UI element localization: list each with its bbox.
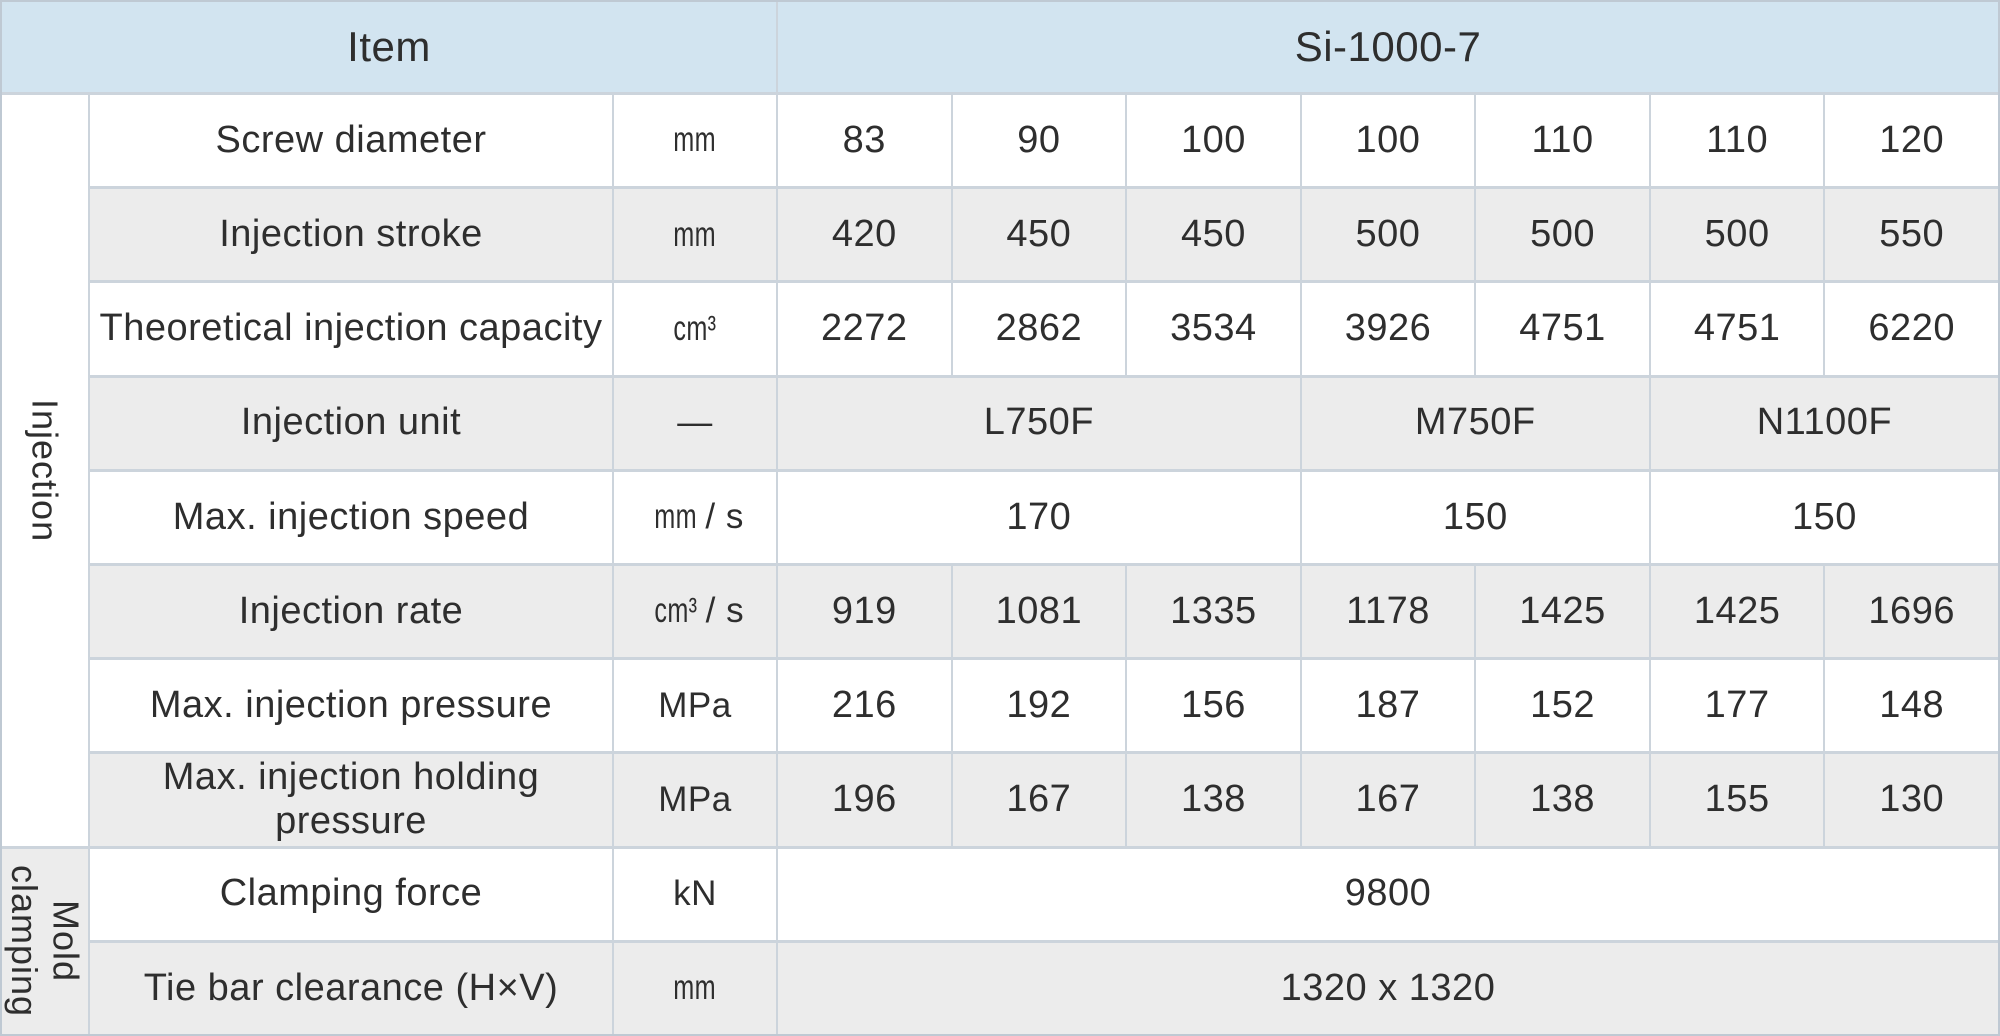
section-label-injection: Injection — [2, 95, 88, 846]
value-cell: 500 — [1476, 189, 1649, 281]
unit-symbol: cm³ — [673, 308, 717, 348]
column-header-item: Item — [2, 2, 776, 92]
value-cell: 170 — [778, 471, 1300, 563]
value-cell: 550 — [1825, 189, 1998, 281]
value-cell: 120 — [1825, 95, 1998, 187]
unit-symbol: mm — [673, 214, 717, 254]
value-cell: M750F — [1301, 377, 1649, 469]
unit-symbol: cm³ — [654, 591, 698, 631]
value-cell: 1425 — [1476, 565, 1649, 658]
row-label-screw-diameter: Screw diameter — [90, 95, 612, 187]
row-label-tie-bar-clearance-h-v: Tie bar clearance (H×V) — [90, 942, 612, 1034]
value-cell: 138 — [1476, 754, 1649, 846]
row-label-injection-unit: Injection unit — [90, 377, 612, 469]
value-cell: 110 — [1650, 95, 1824, 187]
unit-symbol: mm — [673, 968, 717, 1008]
value-cell: 4751 — [1476, 283, 1649, 375]
value-cell: 1320 x 1320 — [778, 942, 1998, 1034]
value-cell: 2862 — [952, 283, 1126, 375]
column-header-model: Si-1000-7 — [778, 2, 1998, 92]
value-cell: 130 — [1825, 754, 1998, 846]
row-label-max-injection-holding-pressure: Max. injection holding pressure — [90, 754, 612, 846]
value-cell: 187 — [1301, 660, 1475, 752]
value-cell: 152 — [1476, 660, 1649, 752]
value-cell: 156 — [1127, 660, 1300, 752]
value-cell: 148 — [1825, 660, 1998, 752]
unit-cell-max-injection-pressure: MPa — [614, 660, 776, 752]
value-cell: L750F — [778, 377, 1300, 469]
value-cell: 2272 — [778, 283, 951, 375]
unit-cell-tie-bar-clearance-h-v: mm — [614, 942, 776, 1034]
row-label-clamping-force: Clamping force — [90, 848, 612, 940]
value-cell: 216 — [778, 660, 951, 752]
value-cell: 150 — [1301, 471, 1649, 563]
value-cell: 1081 — [952, 565, 1126, 658]
unit-cell-clamping-force: kN — [614, 848, 776, 940]
value-cell: 100 — [1127, 95, 1300, 187]
section-label-mold-clamping: Mold clamping — [2, 848, 88, 1034]
row-label-max-injection-pressure: Max. injection pressure — [90, 660, 612, 752]
value-cell: 192 — [952, 660, 1126, 752]
value-cell: 1696 — [1825, 565, 1998, 658]
value-cell: 450 — [952, 189, 1126, 281]
value-cell: 500 — [1650, 189, 1824, 281]
value-cell: 420 — [778, 189, 951, 281]
value-cell: 1335 — [1127, 565, 1300, 658]
value-cell: 150 — [1650, 471, 1998, 563]
row-label-theoretical-injection-capacity: Theoretical injection capacity — [90, 283, 612, 375]
value-cell: 100 — [1301, 95, 1475, 187]
value-cell: 83 — [778, 95, 951, 187]
value-cell: 919 — [778, 565, 951, 658]
value-cell: 90 — [952, 95, 1126, 187]
value-cell: 1178 — [1301, 565, 1475, 658]
row-label-injection-stroke: Injection stroke — [90, 189, 612, 281]
value-cell: 3534 — [1127, 283, 1300, 375]
unit-cell-theoretical-injection-capacity: cm³ — [614, 283, 776, 375]
value-cell: 6220 — [1825, 283, 1998, 375]
value-cell: 110 — [1476, 95, 1649, 187]
value-cell: 1425 — [1650, 565, 1824, 658]
value-cell: 3926 — [1301, 283, 1475, 375]
unit-cell-max-injection-holding-pressure: MPa — [614, 754, 776, 846]
row-label-injection-rate: Injection rate — [90, 565, 612, 658]
value-cell: 196 — [778, 754, 951, 846]
unit-cell-injection-stroke: mm — [614, 189, 776, 281]
unit-symbol: mm — [673, 120, 717, 160]
value-cell: 450 — [1127, 189, 1300, 281]
value-cell: N1100F — [1650, 377, 1998, 469]
value-cell: 155 — [1650, 754, 1824, 846]
unit-symbol: mm — [654, 497, 698, 537]
value-cell: 9800 — [778, 848, 1998, 940]
value-cell: 177 — [1650, 660, 1824, 752]
value-cell: 4751 — [1650, 283, 1824, 375]
unit-cell-screw-diameter: mm — [614, 95, 776, 187]
value-cell: 500 — [1301, 189, 1475, 281]
unit-cell-injection-rate: cm³ / s — [614, 565, 776, 658]
unit-cell-injection-unit: — — [614, 377, 776, 469]
value-cell: 167 — [952, 754, 1126, 846]
value-cell: 138 — [1127, 754, 1300, 846]
unit-cell-max-injection-speed: mm / s — [614, 471, 776, 563]
row-label-max-injection-speed: Max. injection speed — [90, 471, 612, 563]
value-cell: 167 — [1301, 754, 1475, 846]
